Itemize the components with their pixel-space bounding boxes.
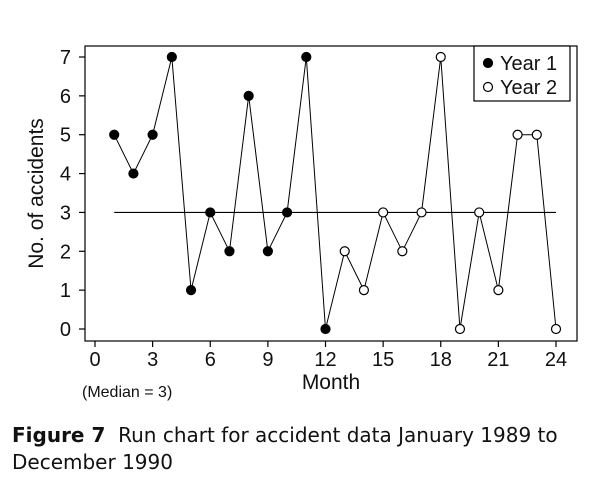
run-line xyxy=(113,56,557,330)
x-tick-label: 3 xyxy=(147,349,158,371)
data-point-year-2 xyxy=(339,246,350,257)
legend-marker xyxy=(482,81,494,93)
data-point-year-1 xyxy=(109,129,120,140)
data-point-year-2 xyxy=(416,207,427,218)
data-point-year-1 xyxy=(243,90,254,101)
figure-caption: Figure 7 Run chart for accident data Jan… xyxy=(12,422,592,476)
y-tick-label: 0 xyxy=(60,319,71,341)
data-point-year-1 xyxy=(205,207,216,218)
x-tick-label: 6 xyxy=(205,349,216,371)
data-point-year-2 xyxy=(493,285,504,296)
data-point-year-1 xyxy=(301,51,312,63)
data-point-year-2 xyxy=(397,246,408,257)
y-tick-label: 6 xyxy=(60,86,71,108)
legend-box xyxy=(473,45,571,102)
axis-labels: Month No. of accidents (Median = 3) xyxy=(25,118,360,401)
data-point-year-1 xyxy=(185,285,197,296)
caption-text: Run chart for accident data January 1989… xyxy=(12,423,558,474)
legend-label: Year 1 xyxy=(500,53,557,75)
data-point-year-1 xyxy=(262,246,273,257)
data-point-year-2 xyxy=(378,207,389,218)
x-tick-label: 21 xyxy=(487,349,509,371)
data-point-year-1 xyxy=(281,207,293,218)
x-tick-label: 12 xyxy=(314,349,336,371)
data-point-year-1 xyxy=(224,246,235,257)
x-axis-label: Month xyxy=(302,371,360,394)
data-point-year-1 xyxy=(166,51,177,63)
y-tick-label: 4 xyxy=(60,164,71,186)
x-tick-label: 18 xyxy=(430,349,452,371)
figure-label: Figure 7 xyxy=(12,423,106,447)
y-tick-label: 5 xyxy=(60,125,71,147)
y-axis-label: No. of accidents xyxy=(25,118,48,269)
x-tick-label: 9 xyxy=(262,349,273,371)
data-point-year-1 xyxy=(320,323,331,335)
x-tick-label: 0 xyxy=(89,349,100,371)
data-points xyxy=(109,51,562,335)
data-point-year-1 xyxy=(147,129,158,140)
series-line-group xyxy=(113,56,557,330)
median-note: (Median = 3) xyxy=(82,384,172,401)
x-tick-label: 24 xyxy=(545,349,567,371)
y-tick-label: 2 xyxy=(60,241,71,263)
data-point-year-2 xyxy=(512,129,523,140)
y-tick-label: 3 xyxy=(60,202,71,224)
y-tick-label: 7 xyxy=(60,47,71,69)
data-point-year-2 xyxy=(358,285,370,296)
x-tick-label: 15 xyxy=(372,349,394,371)
data-point-year-2 xyxy=(435,51,446,63)
legend-label: Year 2 xyxy=(500,77,557,99)
data-point-year-2 xyxy=(454,323,466,335)
plot-frame xyxy=(84,45,578,342)
data-point-year-2 xyxy=(531,129,542,140)
data-point-year-2 xyxy=(550,323,562,335)
y-tick-label: 1 xyxy=(60,280,71,302)
legend-marker xyxy=(482,57,494,69)
data-point-year-1 xyxy=(128,168,139,179)
data-point-year-2 xyxy=(474,207,485,218)
